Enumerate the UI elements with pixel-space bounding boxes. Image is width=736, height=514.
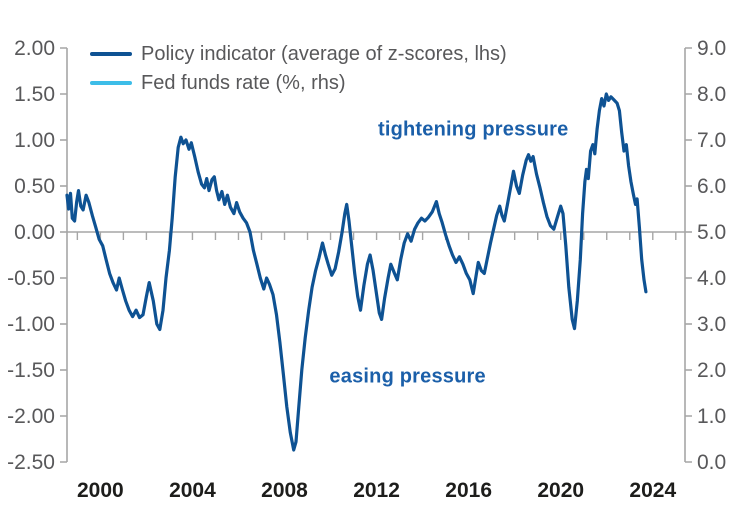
y-right-tick-label: 9.0	[697, 37, 726, 60]
y-right-tick-label: 1.0	[697, 405, 726, 428]
y-right-tick-label: 3.0	[697, 313, 726, 336]
x-tick-label: 2000	[77, 479, 124, 502]
y-left-tick-label: -2.00	[7, 405, 55, 428]
annotation-easing-pressure: easing pressure	[329, 365, 486, 388]
legend-item-policy-indicator: Policy indicator (average of z-scores, l…	[90, 42, 507, 69]
y-left-tick-label: 1.00	[14, 129, 55, 152]
y-left-tick-label: -1.00	[7, 313, 55, 336]
y-right-tick-label: 2.0	[697, 359, 726, 382]
y-left-tick-label: -1.50	[7, 359, 55, 382]
legend-swatch-fed-funds	[90, 81, 132, 85]
y-left-tick-label: -2.50	[7, 451, 55, 474]
y-left-tick-label: 2.00	[14, 37, 55, 60]
legend-swatch-policy-indicator	[90, 52, 132, 56]
x-tick-label: 2024	[629, 479, 676, 502]
chart-legend: Policy indicator (average of z-scores, l…	[90, 42, 507, 98]
legend-item-fed-funds: Fed funds rate (%, rhs)	[90, 71, 507, 98]
y-right-tick-label: 7.0	[697, 129, 726, 152]
y-left-tick-label: -0.50	[7, 267, 55, 290]
x-tick-label: 2008	[261, 479, 308, 502]
x-tick-label: 2020	[537, 479, 584, 502]
legend-label-policy-indicator: Policy indicator (average of z-scores, l…	[141, 43, 507, 65]
y-right-tick-label: 0.0	[697, 451, 726, 474]
y-right-tick-label: 4.0	[697, 267, 726, 290]
x-tick-label: 2016	[445, 479, 492, 502]
y-right-tick-label: 5.0	[697, 221, 726, 244]
y-left-tick-label: 0.00	[14, 221, 55, 244]
policy-indicator-line	[65, 92, 648, 452]
y-left-tick-label: 1.50	[14, 83, 55, 106]
x-tick-label: 2012	[353, 479, 400, 502]
y-right-tick-label: 6.0	[697, 175, 726, 198]
legend-label-fed-funds: Fed funds rate (%, rhs)	[141, 72, 346, 94]
x-tick-label: 2004	[169, 479, 216, 502]
annotation-tightening-pressure: tightening pressure	[377, 118, 569, 141]
y-left-tick-label: 0.50	[14, 175, 55, 198]
y-right-tick-label: 8.0	[697, 83, 726, 106]
